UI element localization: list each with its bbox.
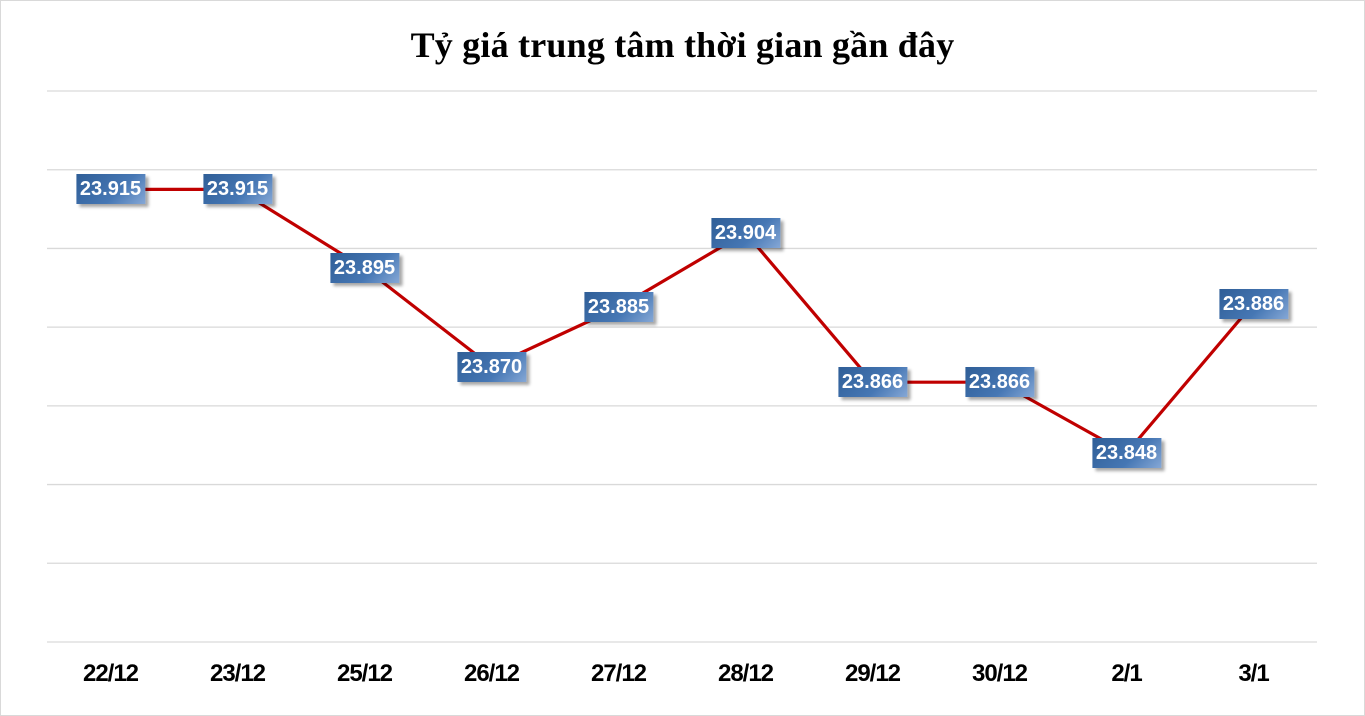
x-tick-label: 28/12 xyxy=(717,660,774,687)
x-tick-label: 2/1 xyxy=(1111,660,1142,687)
x-tick-label: 3/1 xyxy=(1238,660,1269,687)
data-label: 23.915 xyxy=(75,174,146,205)
chart-title: Tỷ giá trung tâm thời gian gần đây xyxy=(410,25,955,65)
x-tick-label: 26/12 xyxy=(463,660,520,687)
x-tick-label: 27/12 xyxy=(590,660,647,687)
data-label: 23.915 xyxy=(202,174,273,205)
data-label: 23.895 xyxy=(329,253,400,284)
data-label: 23.870 xyxy=(456,351,527,382)
x-tick-label: 22/12 xyxy=(82,660,139,687)
data-label: 23.866 xyxy=(964,367,1035,398)
data-label: 23.866 xyxy=(837,367,908,398)
data-label: 23.904 xyxy=(710,217,781,248)
data-label: 23.848 xyxy=(1091,438,1162,469)
x-tick-label: 30/12 xyxy=(971,660,1028,687)
data-label: 23.885 xyxy=(583,292,654,323)
data-label: 23.886 xyxy=(1218,288,1289,319)
x-tick-label: 23/12 xyxy=(209,660,266,687)
x-tick-label: 29/12 xyxy=(844,660,901,687)
x-tick-label: 25/12 xyxy=(336,660,393,687)
series-line xyxy=(110,187,1255,455)
